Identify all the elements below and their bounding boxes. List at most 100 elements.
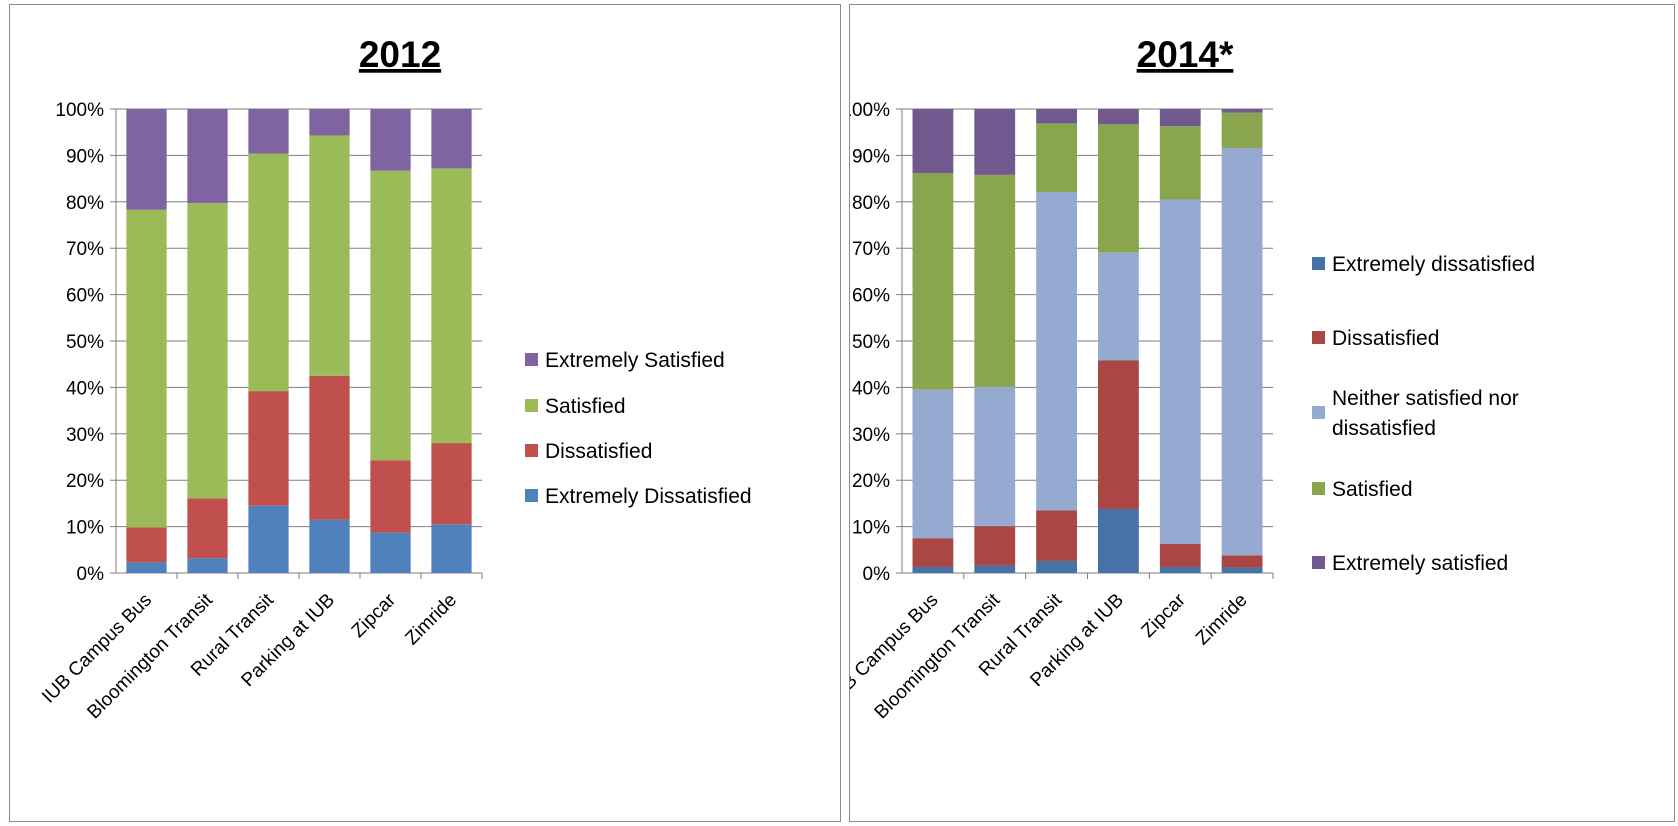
- y-tick-label: 50%: [852, 332, 890, 353]
- bar-segment-satisfied: [309, 135, 350, 376]
- bar-segment-neither-satisfied-nor-dissatisfied: [1159, 199, 1201, 544]
- legend-label-extremely-dissatisfied: Extremely dissatisfied: [1332, 253, 1535, 276]
- bar-segment-dissatisfied: [370, 460, 411, 533]
- x-tick-label: Zimride: [401, 590, 461, 650]
- bar-segment-extremely-dissatisfied: [1159, 566, 1201, 573]
- y-tick-label: 50%: [66, 332, 104, 353]
- bar-segment-satisfied: [912, 173, 954, 390]
- bar-segment-extremely-dissatisfied: [974, 565, 1016, 573]
- bar-segment-extremely-dissatisfied: [248, 505, 289, 573]
- bar-segment-extremely-satisfied: [431, 109, 472, 169]
- bar-segment-extremely-dissatisfied: [912, 566, 954, 573]
- chart-2014: 2014*0%10%20%30%40%50%60%70%80%90%100%IU…: [850, 34, 1535, 723]
- y-tick-label: 80%: [852, 193, 890, 214]
- bar-segment-satisfied: [1098, 124, 1139, 253]
- legend-swatch-extremely-satisfied: [1312, 556, 1325, 569]
- y-tick-label: 40%: [66, 378, 104, 399]
- x-tick-label: Zipcar: [1138, 589, 1191, 642]
- bar-segment-neither-satisfied-nor-dissatisfied: [1221, 147, 1263, 556]
- legend-label-neither-satisfied-nor-dissatisfied: Neither satisfied nor dissatisfied: [1332, 387, 1519, 440]
- chart-panel-2012: 2012 0% 10% 20% 30% 40% 50% 60% 70% 80% 90% 100% IUB…: [9, 4, 841, 822]
- y-tick-label: 40%: [852, 378, 890, 399]
- bar-segment-dissatisfied: [974, 526, 1016, 566]
- legend-swatch-satisfied: [1312, 482, 1325, 495]
- bar-segment-neither-satisfied-nor-dissatisfied: [1036, 192, 1077, 511]
- legend-label-dissatisfied: Dissatisfied: [545, 440, 652, 463]
- y-tick-label: 90%: [66, 146, 104, 167]
- bar-segment-extremely-satisfied: [974, 109, 1016, 175]
- y-tick-label: 60%: [66, 286, 104, 307]
- bar-segment-extremely-satisfied: [370, 109, 411, 171]
- x-tick-label: Zimride: [1192, 590, 1252, 650]
- chart-panel-2014: 2014*0%10%20%30%40%50%60%70%80%90%100%IU…: [849, 4, 1675, 822]
- bar-segment-satisfied: [370, 170, 411, 461]
- bar-segment-extremely-satisfied: [126, 109, 167, 210]
- bar-segment-satisfied: [187, 203, 228, 499]
- bar-segment-neither-satisfied-nor-dissatisfied: [1098, 252, 1139, 361]
- bar-segment-satisfied: [974, 174, 1016, 387]
- legend-label-satisfied: Satisfied: [545, 395, 626, 418]
- legend-swatch-neither-satisfied-nor-dissatisfied: [1312, 406, 1325, 419]
- legend-swatch-dissatisfied: [1312, 331, 1325, 344]
- bar-segment-dissatisfied: [1098, 360, 1139, 509]
- legend-swatch-extremely-dissatisfied: [1312, 257, 1325, 270]
- bar-segment-satisfied: [1159, 126, 1201, 200]
- legend-swatch-satisfied: [525, 399, 538, 412]
- y-tick-label: 0%: [863, 564, 891, 585]
- y-tick-label: 100%: [55, 100, 104, 121]
- bar-segment-extremely-satisfied: [1098, 109, 1139, 125]
- y-tick-label: 30%: [66, 425, 104, 446]
- y-tick-label: 70%: [66, 239, 104, 260]
- bar-segment-extremely-dissatisfied: [309, 519, 350, 573]
- y-tick-label: 60%: [852, 286, 890, 307]
- bar-segment-extremely-dissatisfied: [187, 558, 228, 573]
- x-tick-label: Zipcar: [348, 589, 401, 642]
- bar-segment-extremely-satisfied: [1036, 109, 1077, 124]
- bar-segment-extremely-satisfied: [248, 109, 289, 154]
- bar-segment-extremely-dissatisfied: [431, 524, 472, 573]
- bar-segment-satisfied: [1036, 123, 1077, 193]
- legend-label-dissatisfied: Dissatisfied: [1332, 327, 1439, 350]
- bar-segment-extremely-satisfied: [912, 109, 954, 174]
- bar-segment-dissatisfied: [187, 498, 228, 559]
- legend-swatch-extremely-dissatisfied: [525, 489, 538, 502]
- y-tick-label: 100%: [850, 100, 890, 121]
- bar-segment-extremely-satisfied: [187, 109, 228, 204]
- bar-segment-extremely-dissatisfied: [1036, 560, 1077, 573]
- bar-segment-dissatisfied: [1036, 510, 1077, 561]
- bar-segment-dissatisfied: [912, 538, 954, 567]
- bar-segment-extremely-satisfied: [1159, 109, 1201, 127]
- chart-title: 2012: [359, 34, 441, 75]
- legend-label-extremely-dissatisfied: Extremely Dissatisfied: [545, 485, 752, 508]
- bar-segment-dissatisfied: [248, 391, 289, 506]
- bar-segment-extremely-satisfied: [309, 109, 350, 136]
- bar-segment-extremely-dissatisfied: [1098, 508, 1139, 573]
- bar-segment-dissatisfied: [1159, 543, 1201, 567]
- y-tick-label: 70%: [852, 239, 890, 260]
- bar-segment-extremely-dissatisfied: [126, 562, 167, 573]
- y-tick-label: 10%: [852, 518, 890, 539]
- legend-label-extremely-satisfied: Extremely satisfied: [1332, 552, 1508, 575]
- legend-label-satisfied: Satisfied: [1332, 478, 1413, 501]
- bar-segment-satisfied: [248, 153, 289, 392]
- bar-segment-satisfied: [1221, 112, 1263, 148]
- y-tick-label: 20%: [66, 471, 104, 492]
- y-tick-label: 30%: [852, 425, 890, 446]
- bar-segment-satisfied: [126, 209, 167, 528]
- bar-segment-neither-satisfied-nor-dissatisfied: [974, 386, 1016, 527]
- bar-segment-extremely-dissatisfied: [370, 532, 411, 573]
- bar-segment-satisfied: [431, 168, 472, 444]
- bar-segment-dissatisfied: [126, 527, 167, 563]
- y-tick-label: 90%: [852, 146, 890, 167]
- bar-segment-dissatisfied: [431, 443, 472, 525]
- legend-label-extremely-satisfied: Extremely Satisfied: [545, 349, 725, 372]
- chart-title: 2014*: [1137, 34, 1234, 75]
- y-tick-label: 0%: [77, 564, 105, 585]
- y-tick-label: 10%: [66, 518, 104, 539]
- bar-segment-extremely-dissatisfied: [1221, 567, 1263, 573]
- chart-2012: 2012 0% 10% 20% 30% 40% 50% 60% 70% 80% 90% 100% IUB…: [38, 34, 752, 723]
- y-tick-label: 80%: [66, 193, 104, 214]
- bar-segment-dissatisfied: [309, 375, 350, 520]
- legend-swatch-extremely-satisfied: [525, 353, 538, 366]
- x-tick-label: IUB Campus Bus: [38, 590, 156, 708]
